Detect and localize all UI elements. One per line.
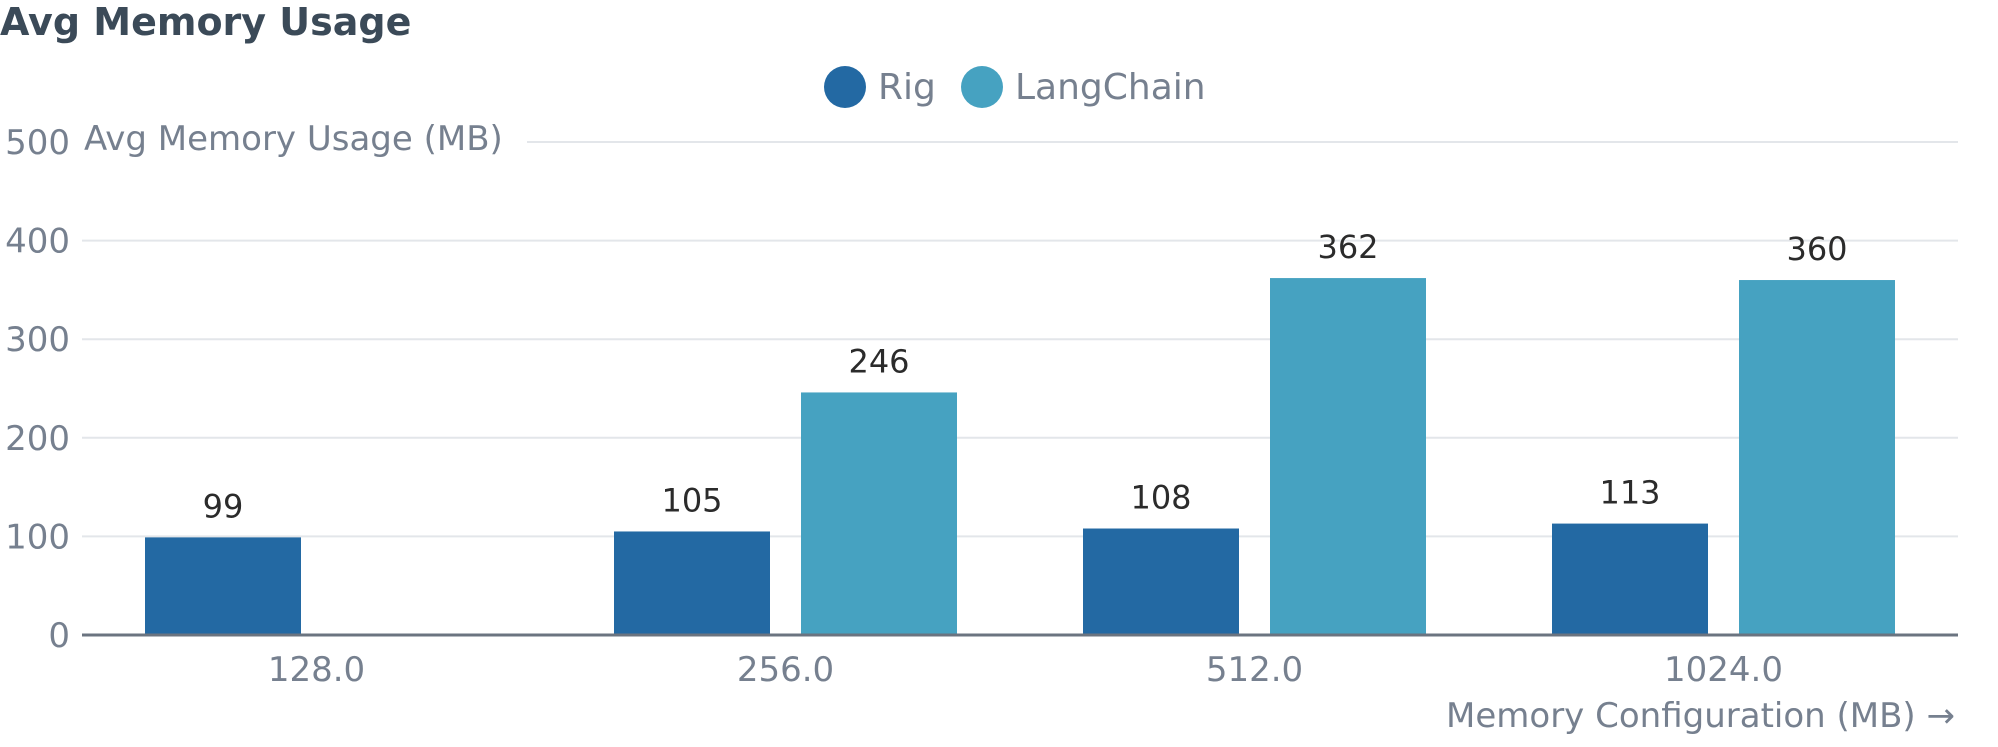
bars — [145, 278, 1895, 635]
y-tick-label: 200 — [5, 419, 70, 459]
data-label: 99 — [203, 487, 244, 525]
y-axis-title: Avg Memory Usage (MB) — [84, 119, 503, 159]
x-tick-label: 1024.0 — [1664, 650, 1783, 690]
y-tick-label: 0 — [48, 616, 70, 656]
data-label: 105 — [661, 481, 722, 519]
y-tick-label: 100 — [5, 517, 70, 557]
grid-lines — [82, 141, 1958, 538]
y-tick-label: 400 — [5, 222, 70, 262]
bar-rig-256.0 — [614, 531, 770, 635]
legend-swatch-rig — [824, 66, 866, 108]
bar-langchain-512.0 — [1270, 278, 1426, 635]
data-label: 360 — [1786, 230, 1847, 268]
x-tick-label: 128.0 — [268, 650, 365, 690]
data-label: 362 — [1317, 228, 1378, 266]
x-axis-title: Memory Configuration (MB) → — [1446, 696, 1955, 736]
bar-rig-512.0 — [1083, 528, 1239, 635]
chart-title: Avg Memory Usage — [0, 0, 412, 44]
x-tick-label: 512.0 — [1206, 650, 1303, 690]
legend-label-langchain: LangChain — [1015, 67, 1206, 108]
legend: Rig LangChain — [824, 66, 1206, 108]
bar-rig-128.0 — [145, 537, 301, 635]
legend-label-rig: Rig — [878, 67, 936, 108]
data-label: 108 — [1130, 479, 1191, 517]
y-tick-label: 300 — [5, 320, 70, 360]
data-label: 113 — [1599, 474, 1660, 512]
data-label: 246 — [848, 342, 909, 380]
data-labels: 99 105 246 108 362 113 360 — [203, 228, 1848, 525]
legend-swatch-langchain — [961, 66, 1003, 108]
bar-langchain-1024.0 — [1739, 280, 1895, 635]
x-axis-ticks: 128.0 256.0 512.0 1024.0 — [268, 650, 1783, 690]
bar-rig-1024.0 — [1552, 523, 1708, 635]
bar-langchain-256.0 — [801, 392, 957, 635]
y-tick-label: 500 — [5, 123, 70, 163]
x-tick-label: 256.0 — [737, 650, 834, 690]
y-axis-ticks: 0 100 200 300 400 500 — [5, 123, 70, 656]
